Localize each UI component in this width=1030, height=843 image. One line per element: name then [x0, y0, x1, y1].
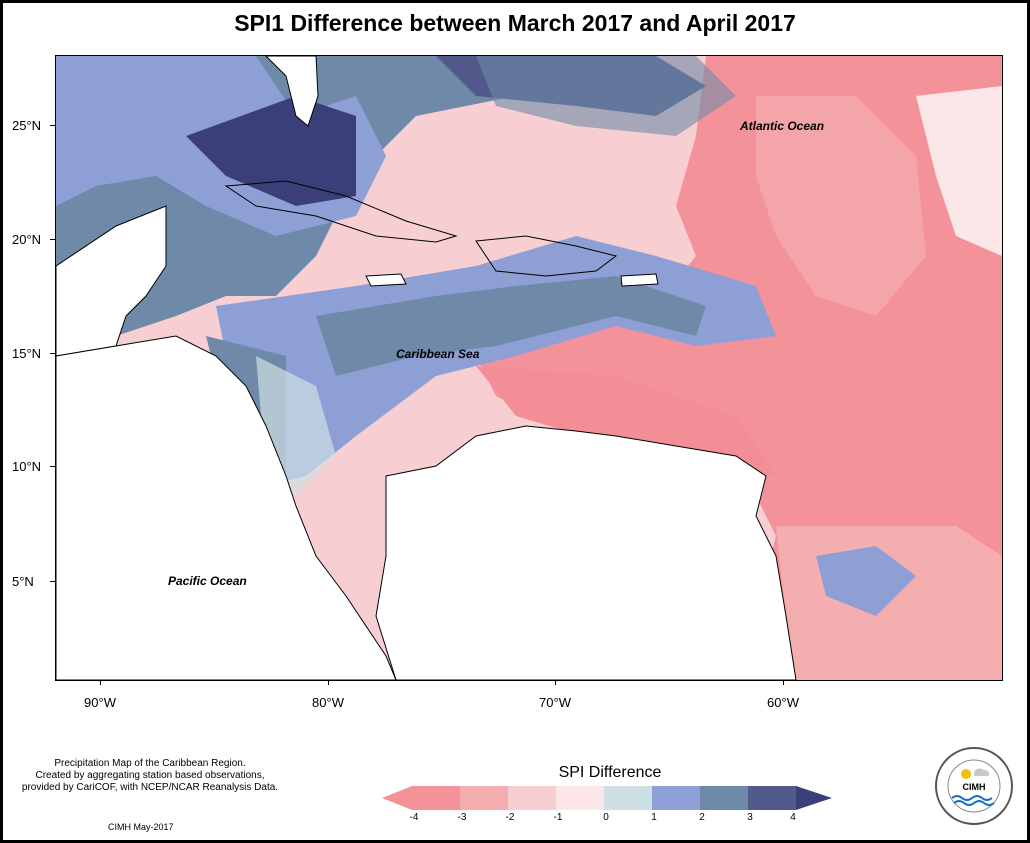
- legend-colorbar: [382, 786, 832, 810]
- jamaica-outline: [365, 273, 407, 287]
- atlantic-inner-area: [756, 96, 926, 316]
- wave-icon: [953, 800, 995, 806]
- florida-land: [265, 56, 319, 127]
- atlantic-light-patch: [916, 86, 1002, 256]
- caribbean-sea-label: Caribbean Sea: [396, 347, 480, 361]
- legend-tick: 1: [651, 812, 657, 823]
- description-line: provided by CariCOF, with NCEP/NCAR Rean…: [21, 782, 279, 793]
- southern-caribbean-negative: [476, 366, 776, 476]
- legend-swatch: [412, 786, 460, 810]
- map-panel: [55, 55, 1003, 681]
- y-tick-label: 10°N: [12, 459, 42, 474]
- credit-text: CIMH May-2017: [108, 822, 174, 832]
- guianas-positive-spot: [816, 546, 916, 616]
- legend-tick: -3: [457, 812, 467, 823]
- x-tickmark: [100, 680, 101, 685]
- bahamas-positive: [476, 56, 736, 136]
- x-tickmark: [328, 680, 329, 685]
- legend-swatch: [700, 786, 748, 810]
- x-tickmark: [555, 680, 556, 685]
- y-tickmark: [50, 466, 55, 467]
- y-tick-label: 5°N: [12, 574, 34, 589]
- y-tickmark: [50, 125, 55, 126]
- legend-swatch: [460, 786, 508, 810]
- cuba-strong-positive: [186, 96, 356, 206]
- x-tickmark: [783, 680, 784, 685]
- legend-tick: 0: [603, 812, 609, 823]
- cimh-logo: CIMH: [935, 747, 1013, 825]
- y-tickmark: [50, 353, 55, 354]
- y-tickmark: [50, 581, 55, 582]
- atlantic-ocean-label: Atlantic Ocean: [740, 119, 825, 133]
- legend-swatch: [556, 786, 604, 810]
- y-tick-label: 15°N: [12, 346, 42, 361]
- y-tick-label: 25°N: [12, 118, 42, 133]
- description-line: Precipitation Map of the Caribbean Regio…: [54, 758, 246, 769]
- y-tick-label: 20°N: [12, 232, 42, 247]
- caribbean-strong-area: [316, 276, 706, 376]
- south-america-land: [375, 425, 797, 680]
- map-description: Precipitation Map of the Caribbean Regio…: [10, 758, 290, 794]
- legend-swatch: [652, 786, 700, 810]
- spi-difference-map: [56, 56, 1002, 680]
- legend-tick: -1: [553, 812, 563, 823]
- legend-tick: -4: [409, 812, 419, 823]
- cloud-icon: [974, 768, 990, 776]
- y-tickmark: [50, 239, 55, 240]
- description-line: Created by aggregating station based obs…: [35, 770, 265, 781]
- legend-title: SPI Difference: [558, 764, 662, 781]
- legend-tick: -2: [505, 812, 515, 823]
- legend-arrow-right: [796, 786, 832, 810]
- legend-tick: 4: [790, 812, 796, 823]
- sun-icon: [961, 769, 971, 779]
- legend-tick: 3: [747, 812, 753, 823]
- legend-arrow-left: [382, 786, 412, 810]
- x-tick-label: 60°W: [767, 695, 799, 710]
- puerto-rico-outline: [620, 273, 659, 287]
- x-tick-label: 70°W: [539, 695, 571, 710]
- cuba-outline: [224, 180, 458, 243]
- wave-icon: [951, 795, 993, 801]
- logo-text: CIMH: [963, 782, 986, 792]
- map-title: SPI1 Difference between March 2017 and A…: [234, 10, 796, 36]
- x-tick-label: 90°W: [84, 695, 116, 710]
- hispaniola-outline: [475, 235, 618, 277]
- x-tick-label: 80°W: [312, 695, 344, 710]
- legend-labels: -4 -3 -2 -1 0 1 2 3 4: [0, 812, 1030, 826]
- legend-tick: 2: [699, 812, 705, 823]
- pacific-ocean-label: Pacific Ocean: [168, 574, 247, 588]
- legend-swatch: [748, 786, 796, 810]
- legend-swatch: [604, 786, 652, 810]
- legend-swatch: [508, 786, 556, 810]
